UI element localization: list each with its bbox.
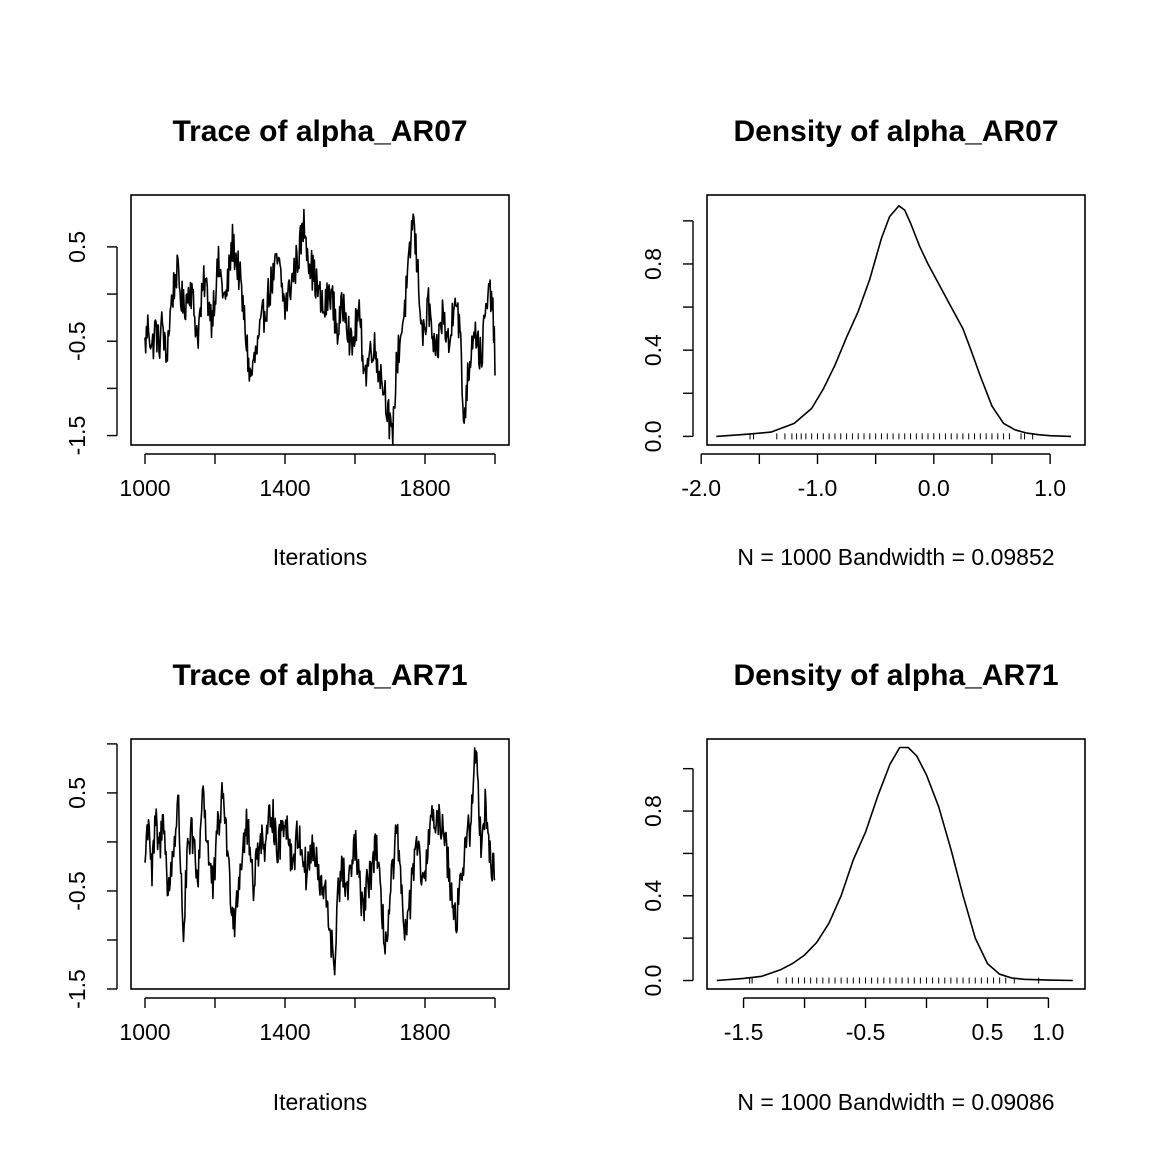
panel-title: Trace of alpha_AR07 <box>172 115 467 148</box>
rug <box>749 977 1040 984</box>
x-axis: 1000 1400 1800 <box>119 453 496 501</box>
plot-area <box>716 205 1072 440</box>
y-tick-label: 0.4 <box>640 334 666 366</box>
y-tick-label: -0.5 <box>64 871 90 911</box>
density-curve <box>716 746 1073 982</box>
x-tick-label: 1000 <box>119 475 170 501</box>
panel-trace-ar07: Trace of alpha_AR07 1000 1400 1800 -1.5 -0.… <box>64 115 510 570</box>
x-axis-label: Iterations <box>273 544 368 570</box>
plot-frame <box>130 194 510 446</box>
y-tick-label: 0.8 <box>640 248 666 280</box>
y-tick-label: 0.0 <box>640 420 666 452</box>
panel-title: Density of alpha_AR71 <box>733 659 1058 692</box>
x-tick-label: -1.5 <box>724 1019 764 1045</box>
y-tick-label: 0.4 <box>640 880 666 912</box>
y-axis: 0.0 0.4 0.8 <box>640 767 694 997</box>
plot-area <box>144 747 496 976</box>
x-tick-label: 1.0 <box>1032 1019 1064 1045</box>
panel-title: Density of alpha_AR07 <box>733 115 1058 148</box>
y-tick-label: -1.5 <box>64 969 90 1009</box>
x-tick-label: -2.0 <box>681 475 721 501</box>
plot-area <box>716 746 1073 984</box>
plot-area <box>144 208 496 445</box>
x-tick-label: 0.0 <box>918 475 950 501</box>
plot-frame <box>706 194 1086 446</box>
x-tick-label: 0.5 <box>971 1019 1003 1045</box>
y-tick-label: 0.5 <box>64 231 90 263</box>
x-axis: -2.0 -1.0 0.0 1.0 <box>681 453 1066 501</box>
x-tick-label: -1.0 <box>798 475 838 501</box>
trace-line <box>144 747 496 976</box>
panel-trace-ar71: Trace of alpha_AR71 1000 1400 1800 -1.5 -0.… <box>64 659 510 1115</box>
x-axis-label: N = 1000 Bandwidth = 0.09086 <box>737 1089 1054 1115</box>
x-axis-label: Iterations <box>273 1089 368 1115</box>
x-tick-label: 1400 <box>259 1019 310 1045</box>
panel-density-ar07: Density of alpha_AR07 -2.0 -1.0 0.0 1.0 0.0… <box>640 115 1086 570</box>
x-tick-label: 1000 <box>119 1019 170 1045</box>
y-tick-label: 0.5 <box>64 777 90 809</box>
x-tick-label: 1800 <box>399 1019 450 1045</box>
plot-frame <box>130 738 510 990</box>
panel-density-ar71: Density of alpha_AR71 -1.5 -0.5 0.5 1.0 0.0… <box>640 659 1086 1115</box>
x-tick-label: -0.5 <box>846 1019 886 1045</box>
x-axis: 1000 1400 1800 <box>119 997 496 1045</box>
x-axis-label: N = 1000 Bandwidth = 0.09852 <box>737 544 1054 570</box>
x-tick-label: 1.0 <box>1034 475 1066 501</box>
plot-frame <box>706 738 1086 990</box>
y-tick-label: 0.0 <box>640 965 666 997</box>
x-tick-label: 1800 <box>399 475 450 501</box>
x-tick-label: 1400 <box>259 475 310 501</box>
y-axis: -1.5 -0.5 0.5 <box>64 231 118 456</box>
y-tick-label: -0.5 <box>64 321 90 361</box>
rug <box>749 433 1034 440</box>
trace-line <box>144 208 496 445</box>
density-curve <box>716 205 1072 438</box>
y-axis: -1.5 -0.5 0.5 <box>64 743 118 1009</box>
y-axis: 0.0 0.4 0.8 <box>640 220 694 452</box>
y-tick-label: 0.8 <box>640 795 666 827</box>
panel-title: Trace of alpha_AR71 <box>172 659 467 692</box>
x-axis: -1.5 -0.5 0.5 1.0 <box>724 997 1064 1045</box>
y-tick-label: -1.5 <box>64 416 90 456</box>
